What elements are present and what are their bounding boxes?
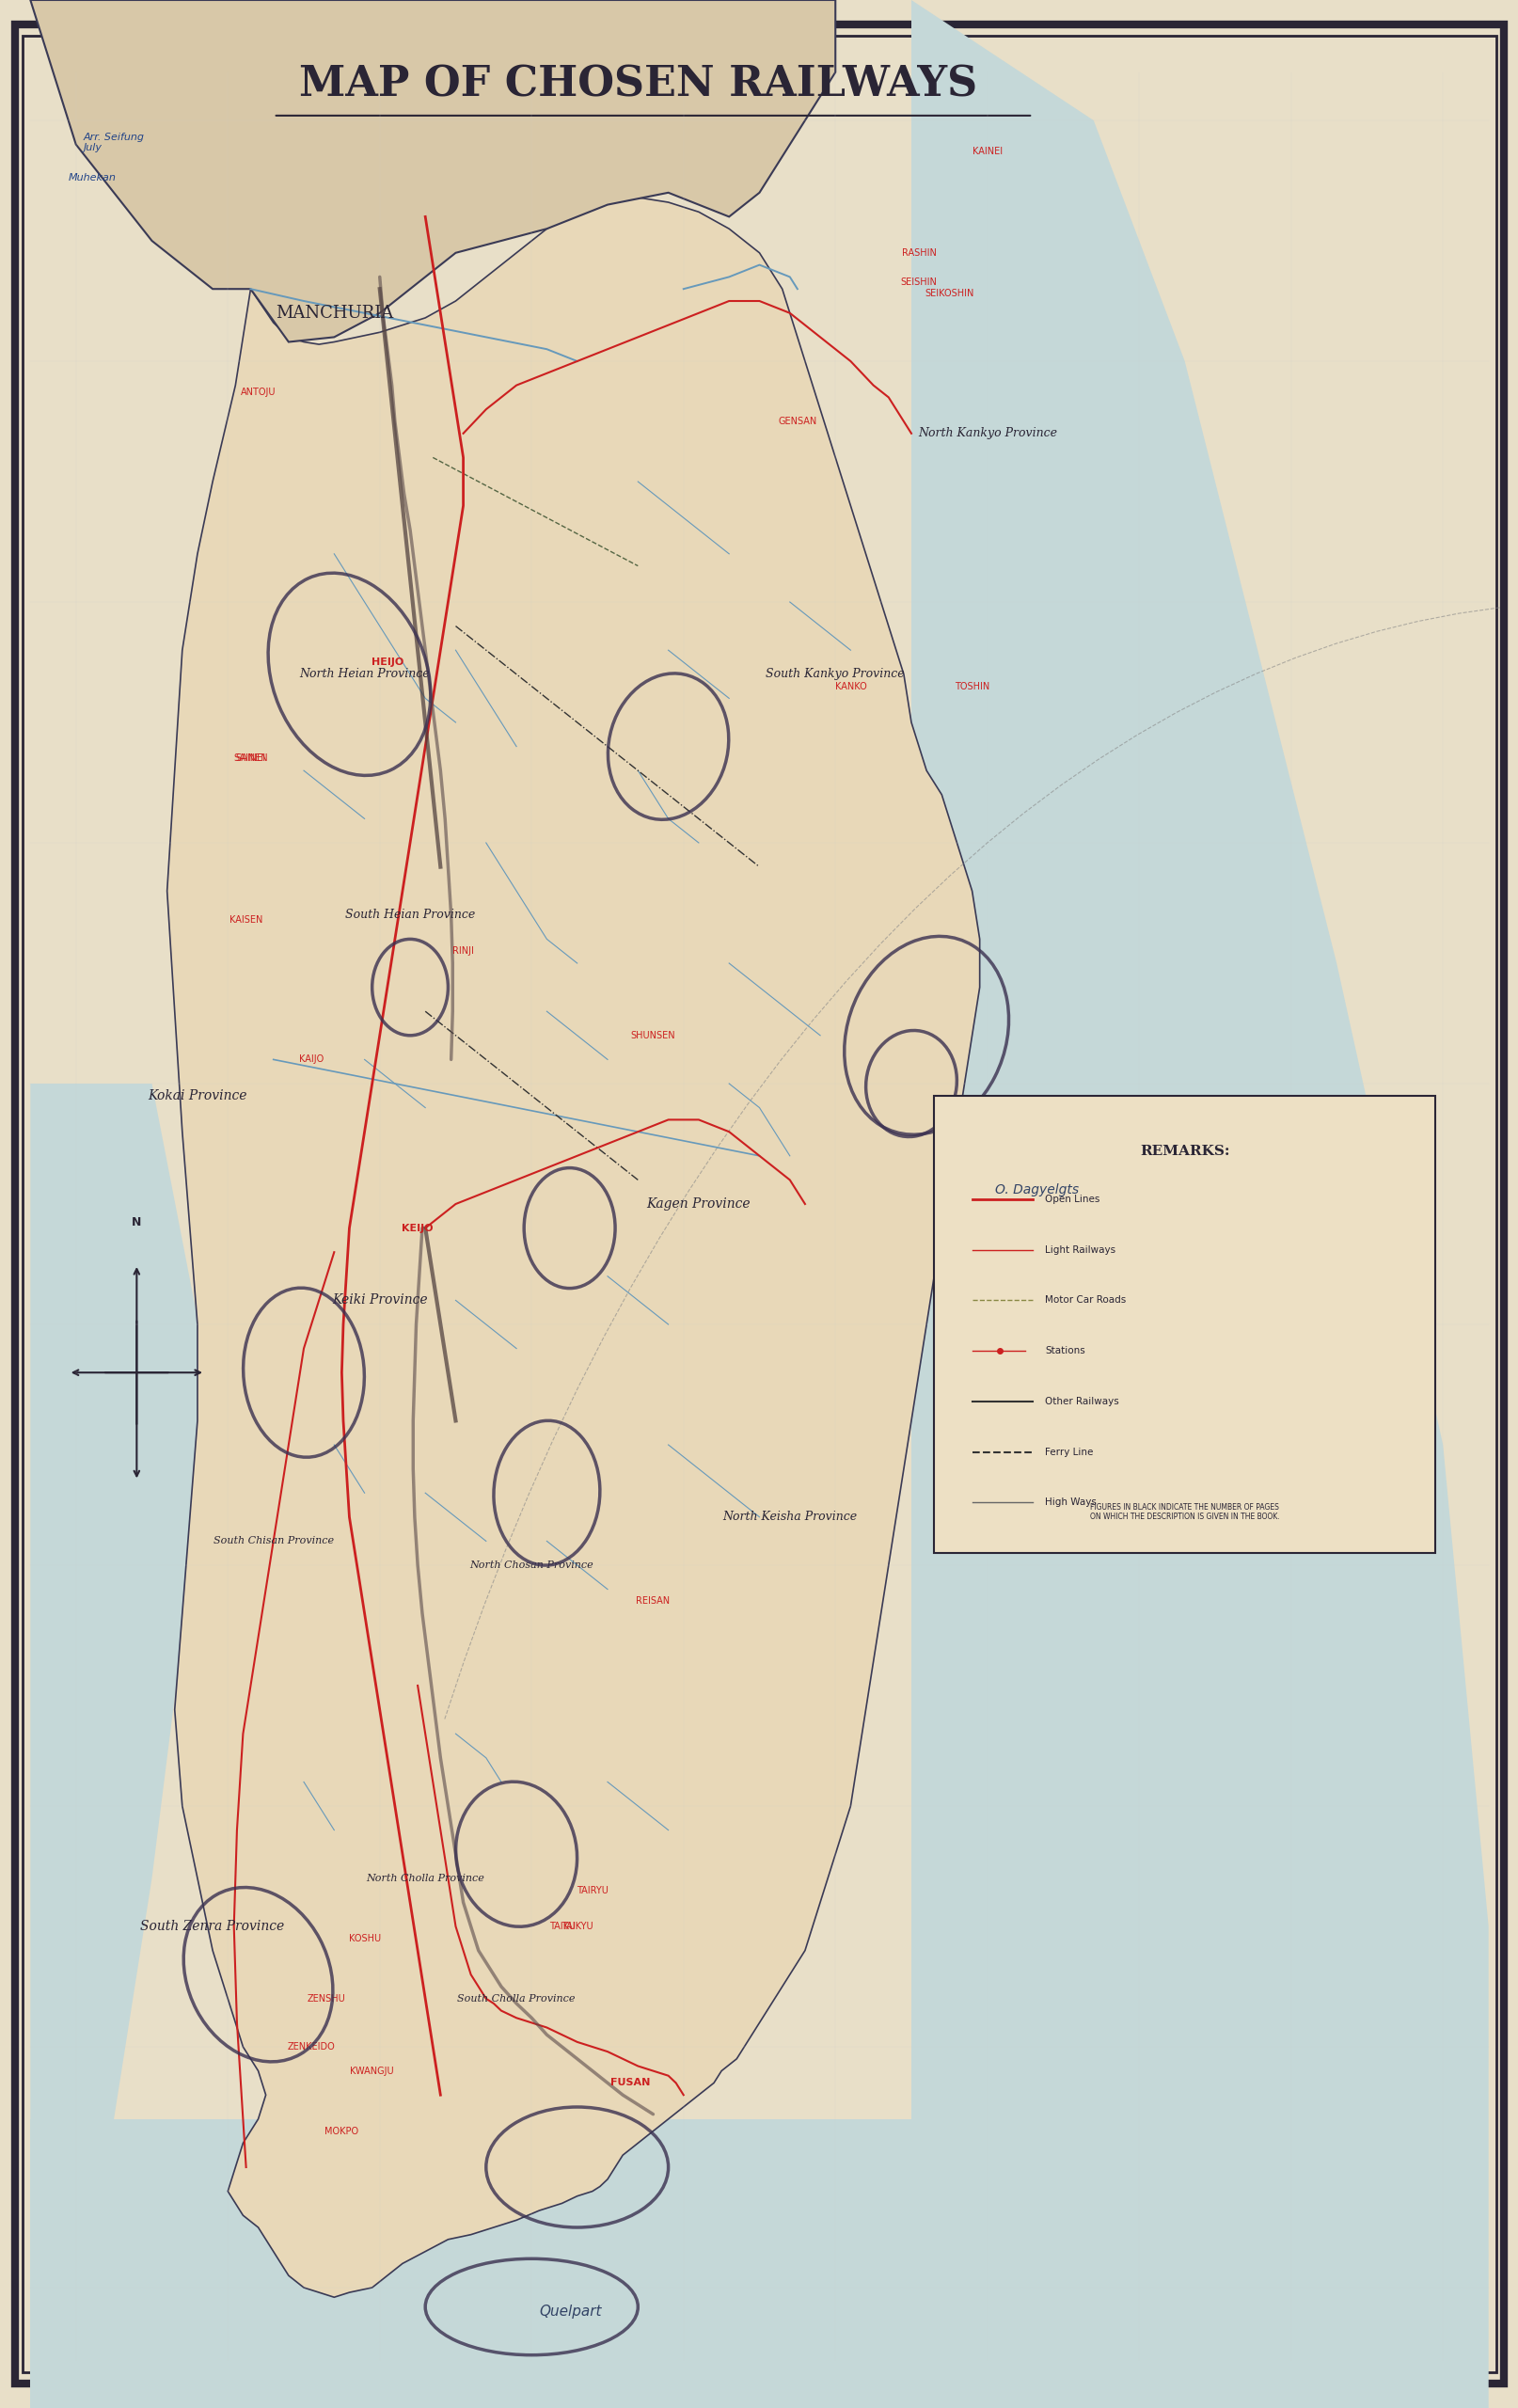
- FancyBboxPatch shape: [934, 1096, 1435, 1553]
- Text: KANKO: KANKO: [835, 681, 865, 691]
- Text: N: N: [132, 1216, 141, 1228]
- Polygon shape: [167, 197, 979, 2297]
- Text: ZENKEIDO: ZENKEIDO: [287, 2042, 335, 2052]
- Text: Motor Car Roads: Motor Car Roads: [1044, 1296, 1125, 1305]
- Text: TAIKYU: TAIKYU: [562, 1922, 592, 1931]
- Text: North Kankyo Province: North Kankyo Province: [917, 426, 1057, 441]
- Text: North Chosan Province: North Chosan Province: [469, 1560, 594, 1570]
- Text: ZENSHU: ZENSHU: [307, 1994, 346, 2003]
- Text: KWANGJU: KWANGJU: [351, 2066, 393, 2076]
- Text: Quelpart: Quelpart: [539, 2304, 601, 2319]
- Text: Keiki Province: Keiki Province: [332, 1293, 427, 1308]
- Text: South Chisan Province: South Chisan Province: [213, 1536, 334, 1546]
- Text: SAINEI: SAINEI: [235, 754, 266, 763]
- Text: HEIJO: HEIJO: [370, 657, 404, 667]
- Text: South Kankyo Province: South Kankyo Province: [765, 667, 905, 681]
- Text: O. Dagyelgts: O. Dagyelgts: [994, 1182, 1078, 1197]
- Text: Other Railways: Other Railways: [1044, 1397, 1119, 1406]
- Text: TOSHIN: TOSHIN: [953, 681, 990, 691]
- Text: North Cholla Province: North Cholla Province: [366, 1873, 484, 1883]
- Polygon shape: [30, 2119, 911, 2408]
- Text: Light Railways: Light Railways: [1044, 1245, 1116, 1255]
- Text: MAP OF CHOSEN RAILWAYS: MAP OF CHOSEN RAILWAYS: [299, 65, 976, 104]
- Text: North Keisha Province: North Keisha Province: [723, 1510, 856, 1524]
- Text: Kagen Province: Kagen Province: [647, 1197, 750, 1211]
- Text: TAIRYU: TAIRYU: [577, 1885, 607, 1895]
- Text: South Cholla Province: South Cholla Province: [457, 1994, 575, 2003]
- Text: Kokai Province: Kokai Province: [147, 1088, 247, 1103]
- Text: South Zenra Province: South Zenra Province: [141, 1919, 284, 1934]
- Text: KEIJO: KEIJO: [402, 1223, 433, 1233]
- Text: South Heian Province: South Heian Province: [345, 908, 475, 922]
- Text: KAIJO: KAIJO: [299, 1055, 323, 1064]
- Text: TAIKU: TAIKU: [548, 1922, 575, 1931]
- Text: Muhekan: Muhekan: [68, 173, 117, 183]
- Text: GENSAN: GENSAN: [777, 417, 817, 426]
- Text: KOSHU: KOSHU: [348, 1934, 381, 1943]
- Text: KAINEI: KAINEI: [972, 147, 1002, 157]
- Text: Ferry Line: Ferry Line: [1044, 1447, 1093, 1457]
- Text: REMARKS:: REMARKS:: [1138, 1144, 1230, 1158]
- Text: RASHIN: RASHIN: [902, 248, 935, 258]
- Text: FUSAN: FUSAN: [610, 2078, 650, 2088]
- Text: Stations: Stations: [1044, 1346, 1084, 1356]
- Text: Open Lines: Open Lines: [1044, 1194, 1099, 1204]
- Text: SEISHIN: SEISHIN: [900, 277, 937, 287]
- Text: SHUNSEN: SHUNSEN: [630, 1031, 676, 1040]
- Text: Arr. Seifung
July: Arr. Seifung July: [83, 132, 144, 152]
- Text: FIGURES IN BLACK INDICATE THE NUMBER OF PAGES
ON WHICH THE DESCRIPTION IS GIVEN : FIGURES IN BLACK INDICATE THE NUMBER OF …: [1090, 1503, 1278, 1522]
- Text: RINJI: RINJI: [452, 946, 474, 956]
- Polygon shape: [30, 1084, 213, 2360]
- Text: SEIKOSHIN: SEIKOSHIN: [924, 289, 973, 299]
- Text: SAINEN: SAINEN: [234, 754, 267, 763]
- Text: MANCHURIA: MANCHURIA: [275, 303, 393, 323]
- Text: North Heian Province: North Heian Province: [299, 667, 430, 681]
- Text: REISAN: REISAN: [636, 1597, 669, 1606]
- FancyBboxPatch shape: [15, 24, 1503, 2384]
- Text: KAISEN: KAISEN: [229, 915, 263, 925]
- Polygon shape: [30, 0, 835, 342]
- Text: High Ways: High Ways: [1044, 1498, 1096, 1507]
- Polygon shape: [911, 0, 1488, 2408]
- Text: MOKPO: MOKPO: [325, 2126, 358, 2136]
- Text: ANTOJU: ANTOJU: [240, 388, 276, 397]
